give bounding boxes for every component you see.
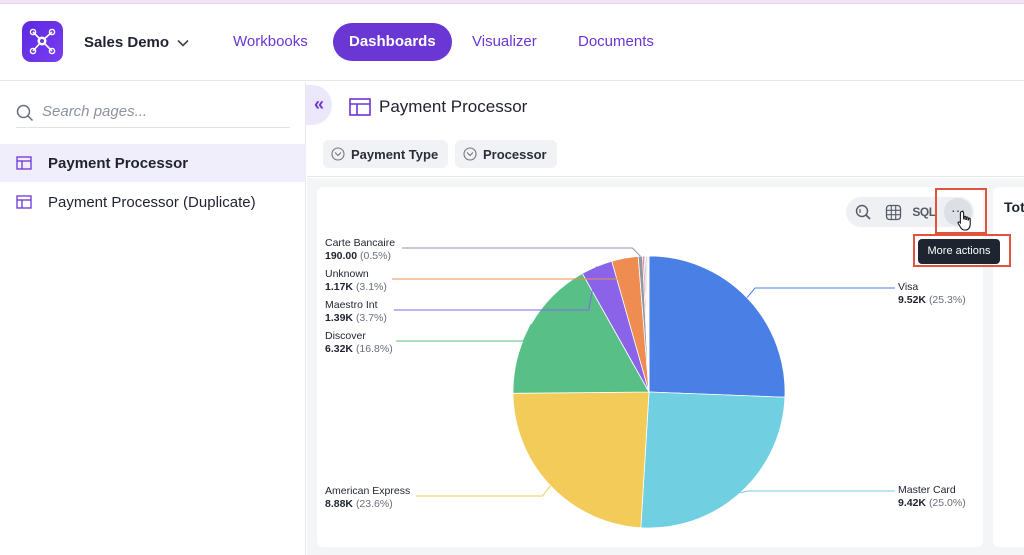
page-title: Payment Processor (349, 97, 527, 117)
page-layout-icon (16, 156, 32, 170)
top-navigation-bar: Sales Demo Workbooks Dashboards Visualiz… (0, 4, 1024, 81)
leader-line (396, 323, 532, 342)
slice-label-value: 1.39K (3.7%) (325, 312, 387, 324)
slice-label-name: Master Card (898, 484, 956, 496)
slice-label-name: Maestro Int (325, 299, 378, 311)
slice-label-value: 6.32K (16.8%) (325, 343, 393, 355)
leader-line (740, 490, 895, 494)
filter-bar: Payment Type Processor (307, 133, 1024, 177)
search-icon (16, 104, 34, 122)
sql-button[interactable]: SQL (912, 205, 936, 219)
page-layout-icon (16, 195, 32, 209)
sidebar-item-payment-processor-duplicate[interactable]: Payment Processor (Duplicate) (0, 183, 306, 221)
slice-label-name: Unknown (325, 268, 369, 280)
slice-label-value: 8.88K (23.6%) (325, 498, 393, 510)
sidebar-item-payment-processor[interactable]: Payment Processor (0, 144, 306, 182)
total-card-title: Tot (1004, 199, 1024, 215)
nav-visualizer[interactable]: Visualizer (472, 33, 537, 50)
page-title-text: Payment Processor (379, 97, 528, 116)
pie-slice-visa[interactable] (648, 255, 786, 398)
slice-label-name: Carte Bancaire (325, 237, 395, 249)
leader-line (394, 266, 598, 311)
chevron-circle-icon (463, 147, 477, 161)
search-pages-input[interactable]: Search pages... (16, 100, 290, 128)
table-view-button[interactable] (882, 201, 904, 223)
chevron-circle-icon (331, 147, 345, 161)
grid-table-icon (885, 204, 901, 220)
pie-slice-master-card[interactable] (640, 391, 786, 529)
more-actions-button[interactable]: ··· (944, 198, 972, 226)
highlight-box-tooltip (913, 234, 1011, 267)
sidebar-item-label: Payment Processor (Duplicate) (48, 193, 256, 211)
pie-slice-american-express[interactable] (512, 391, 650, 529)
explore-button[interactable] (852, 201, 874, 223)
chevron-down-icon (177, 39, 189, 47)
slice-label-value: 9.52K (25.3%) (898, 294, 966, 306)
top-accent-strip (0, 0, 1024, 4)
filter-processor[interactable]: Processor (455, 140, 557, 168)
slice-label-name: Visa (898, 281, 918, 293)
slice-label-name: Discover (325, 330, 366, 342)
leader-line (402, 247, 641, 257)
workspace-name: Sales Demo (84, 34, 170, 51)
filter-label: Processor (483, 146, 547, 162)
leader-line (392, 257, 626, 280)
slice-label-name: American Express (325, 485, 410, 497)
leader-line (746, 287, 895, 299)
zoom-search-icon (855, 204, 871, 220)
search-placeholder: Search pages... (42, 103, 148, 120)
slice-label-value: 190.00 (0.5%) (325, 250, 391, 262)
highlight-box-more-button (935, 188, 987, 234)
slice-label-value: 9.42K (25.0%) (898, 497, 966, 509)
hand-cursor-icon (957, 210, 971, 231)
nav-workbooks[interactable]: Workbooks (233, 33, 308, 50)
pie-slice-minor[interactable] (647, 255, 650, 393)
pages-sidebar: Search pages... Payment Processor Paymen… (0, 82, 306, 555)
more-actions-tooltip: More actions (918, 239, 1000, 264)
app-logo[interactable] (22, 21, 63, 62)
filter-label: Payment Type (351, 146, 439, 162)
sidebar-item-label: Payment Processor (48, 154, 189, 172)
network-logo-icon (29, 28, 56, 55)
workspace-selector[interactable]: Sales Demo (84, 34, 189, 51)
page-layout-icon (349, 98, 371, 116)
nav-documents[interactable]: Documents (578, 33, 654, 50)
nav-dashboards[interactable]: Dashboards (333, 23, 452, 61)
leader-line (416, 485, 551, 497)
slice-label-value: 1.17K (3.1%) (325, 281, 387, 293)
filter-payment-type[interactable]: Payment Type (323, 140, 449, 168)
